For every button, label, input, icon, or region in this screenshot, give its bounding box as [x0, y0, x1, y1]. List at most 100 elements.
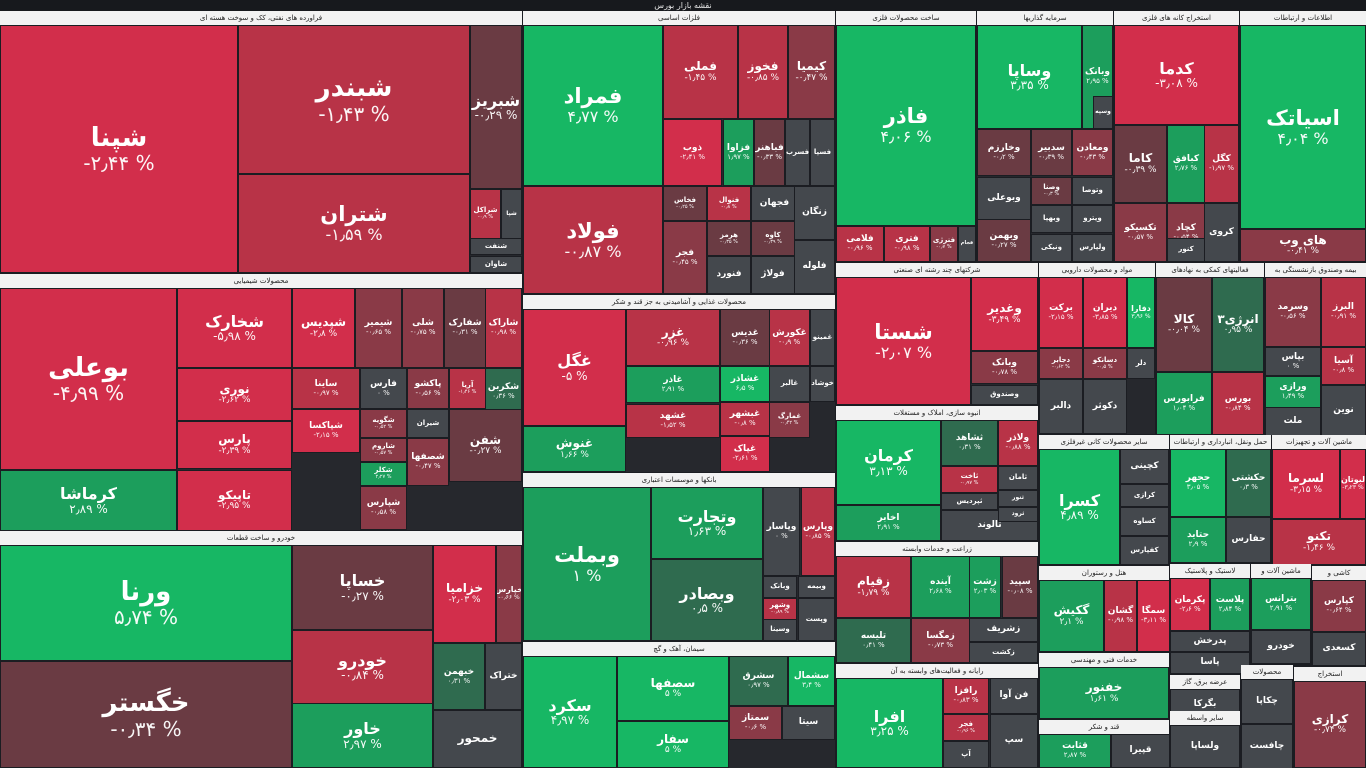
stock-tile[interactable]: کچینی [1120, 449, 1169, 484]
stock-tile[interactable]: البرز -۰٫۹۱ % [1321, 277, 1366, 347]
stock-tile[interactable]: فسپا [810, 119, 835, 186]
stock-tile[interactable]: کروی [1204, 203, 1239, 262]
stock-tile[interactable]: شخارک -۵٫۹۸ % [177, 288, 292, 368]
stock-tile[interactable]: چافست [1241, 724, 1293, 768]
stock-tile[interactable]: ونیکی [1031, 234, 1072, 262]
stock-tile[interactable]: فارس ۰ % [360, 368, 407, 409]
stock-tile[interactable]: فجر -۰٫۹۶ % [943, 714, 989, 741]
stock-tile[interactable]: دالبر [1039, 379, 1083, 434]
stock-tile[interactable]: بترانس ۲٫۹۱ % [1251, 578, 1311, 630]
stock-tile[interactable]: سپ [990, 714, 1038, 768]
stock-tile[interactable]: خگستر -۰٫۳۴ % [0, 661, 292, 768]
stock-tile[interactable]: غالبر [769, 366, 810, 402]
stock-tile[interactable]: سشرق ۰٫۹۷ % [729, 656, 788, 706]
stock-tile[interactable]: وصندوق [971, 385, 1038, 405]
stock-tile[interactable]: رافزا -۰٫۸۳ % [943, 678, 989, 714]
stock-tile[interactable]: سمگا -۳٫۱۱ % [1137, 580, 1169, 652]
stock-tile[interactable]: شفن -۰٫۲۷ % [449, 409, 522, 482]
stock-tile[interactable]: ثنور [998, 490, 1038, 507]
stock-tile[interactable]: هرمز -۰٫۳۵ % [707, 221, 751, 256]
stock-tile[interactable]: شاراک -۰٫۹۸ % [485, 288, 522, 368]
stock-tile[interactable]: شاوان [470, 256, 522, 273]
stock-tile[interactable]: آریا -۱٫۴۶ % [449, 368, 486, 409]
stock-tile[interactable]: شبریز -۰٫۲۹ % [470, 25, 522, 189]
stock-tile[interactable]: شپارس -۰٫۵۸ % [360, 486, 407, 530]
stock-tile[interactable]: غکورش -۰٫۹ % [769, 309, 810, 366]
stock-tile[interactable]: کرازی -۰٫۷۴ % [1294, 681, 1366, 768]
stock-tile[interactable]: کیمیا -۰٫۴۷ % [788, 25, 835, 119]
stock-tile[interactable]: وبوعلی [977, 177, 1031, 220]
stock-tile[interactable]: شاروم -۰٫۵۷ % [360, 438, 407, 462]
stock-tile[interactable]: وساپا ۳٫۳۵ % [977, 25, 1082, 129]
stock-tile[interactable]: ولساپا [1170, 725, 1240, 768]
stock-tile[interactable]: تاپیکو -۲٫۹۵ % [177, 470, 292, 530]
stock-tile[interactable]: پاسا [1170, 652, 1250, 674]
stock-tile[interactable]: ومعادن -۰٫۴۳ % [1072, 129, 1113, 176]
stock-tile[interactable]: سپید -۰٫۰۸ % [1002, 556, 1038, 618]
stock-tile[interactable]: آینده ۲٫۶۸ % [911, 556, 970, 618]
stock-tile[interactable]: اخابر ۲٫۹۱ % [836, 505, 941, 541]
stock-tile[interactable]: کنور [1167, 238, 1205, 262]
stock-tile[interactable]: ثامان [998, 466, 1038, 490]
stock-tile[interactable]: وپترو [1072, 205, 1113, 233]
stock-tile[interactable]: خبهمن ۰٫۳۱ % [433, 643, 485, 710]
stock-tile[interactable]: سفار ۵ % [617, 721, 729, 768]
stock-tile[interactable]: غگل -۵ % [523, 309, 626, 426]
stock-tile[interactable]: وصنا -۰٫۳ % [1031, 177, 1072, 205]
stock-tile[interactable]: شنفت [470, 238, 522, 255]
stock-tile[interactable]: ملت [1265, 407, 1321, 436]
stock-tile[interactable]: بورس -۰٫۸۴ % [1212, 372, 1264, 435]
stock-tile[interactable]: اسیاتک ۴٫۰۴ % [1240, 25, 1366, 229]
stock-tile[interactable]: پاکشو -۰٫۵۶ % [407, 368, 449, 409]
stock-tile[interactable]: وبانک -۰٫۷۸ % [971, 351, 1038, 384]
stock-tile[interactable]: وبهمن -۰٫۲۷ % [977, 219, 1031, 262]
stock-tile[interactable]: پارس -۲٫۳۹ % [177, 421, 292, 469]
stock-tile[interactable]: وشهر -۰٫۸۹ % [763, 598, 797, 620]
stock-tile[interactable]: زکشت [969, 642, 1038, 663]
stock-tile[interactable]: ختراک [485, 643, 522, 710]
stock-tile[interactable]: خفنور ۱٫۶۱ % [1039, 667, 1169, 719]
stock-tile[interactable]: تلیسه ۰٫۴۱ % [836, 618, 911, 663]
stock-tile[interactable]: کرمان ۳٫۱۳ % [836, 420, 941, 505]
stock-tile[interactable]: کساوه [1120, 507, 1169, 536]
stock-tile[interactable]: خزامیا -۲٫۰۳ % [433, 545, 496, 643]
stock-tile[interactable]: وبهپا [1031, 205, 1072, 233]
stock-tile[interactable]: کاوه -۰٫۳۹ % [751, 221, 795, 256]
stock-tile[interactable]: زشریف [969, 618, 1038, 642]
stock-tile[interactable]: پلاست ۲٫۸۴ % [1210, 578, 1250, 631]
stock-tile[interactable]: انرژی۳ ۰٫۹۵ % [1212, 277, 1264, 372]
stock-tile[interactable]: آپ [943, 741, 989, 768]
stock-tile[interactable]: ثاخت -۰٫۹۷ % [941, 466, 998, 493]
stock-tile[interactable]: وسینا [763, 619, 797, 641]
stock-tile[interactable]: شلی -۰٫۷۵ % [402, 288, 444, 368]
stock-tile[interactable]: کرماشا ۲٫۸۹ % [0, 470, 177, 530]
stock-tile[interactable]: فلوله [794, 240, 835, 294]
stock-tile[interactable]: نوین [1321, 385, 1366, 436]
stock-tile[interactable]: پکرمان -۲٫۶ % [1170, 578, 1210, 631]
stock-tile[interactable]: شپا [501, 189, 522, 239]
stock-tile[interactable]: وتوصا [1072, 177, 1113, 205]
stock-tile[interactable]: کاما -۰٫۳۹ % [1114, 125, 1167, 203]
stock-tile[interactable]: سکرد ۴٫۹۷ % [523, 656, 617, 768]
stock-tile[interactable]: شپنا -۲٫۴۴ % [0, 25, 238, 273]
stock-tile[interactable]: فاذر ۴٫۰۶ % [836, 25, 976, 226]
stock-tile[interactable]: فجهان [751, 186, 798, 221]
stock-tile[interactable]: گکیش ۲٫۱ % [1039, 580, 1104, 652]
stock-tile[interactable]: غنوش ۱٫۶۶ % [523, 426, 626, 472]
stock-tile[interactable]: شکلر ۲٫۲۷ % [360, 462, 407, 486]
stock-tile[interactable]: ورنا ۵٫۷۴ % [0, 545, 292, 661]
stock-tile[interactable]: غشهد -۱٫۵۲ % [626, 404, 720, 438]
stock-tile[interactable]: وتجارت ۱٫۶۳ % [651, 487, 763, 559]
stock-tile[interactable]: لبوتان -۳٫۲۳ % [1340, 449, 1366, 519]
stock-tile[interactable]: ثرود [998, 507, 1038, 522]
stock-tile[interactable]: غزر -۰٫۹۶ % [626, 309, 720, 366]
stock-tile[interactable]: زشت ۲٫۰۳ % [969, 556, 1001, 618]
stock-tile[interactable]: فجر -۰٫۴۵ % [663, 221, 707, 294]
stock-tile[interactable]: خوشاد [810, 366, 835, 402]
stock-tile[interactable]: شیمیر -۰٫۶۵ % [355, 288, 402, 368]
stock-tile[interactable]: وسرمد -۰٫۵۶ % [1265, 277, 1321, 347]
stock-tile[interactable]: وسپه [1093, 96, 1113, 129]
stock-tile[interactable]: زنگان [794, 186, 835, 240]
stock-tile[interactable]: فزاوا ۱٫۹۷ % [723, 119, 754, 186]
stock-tile[interactable]: چکاپا [1241, 679, 1293, 724]
